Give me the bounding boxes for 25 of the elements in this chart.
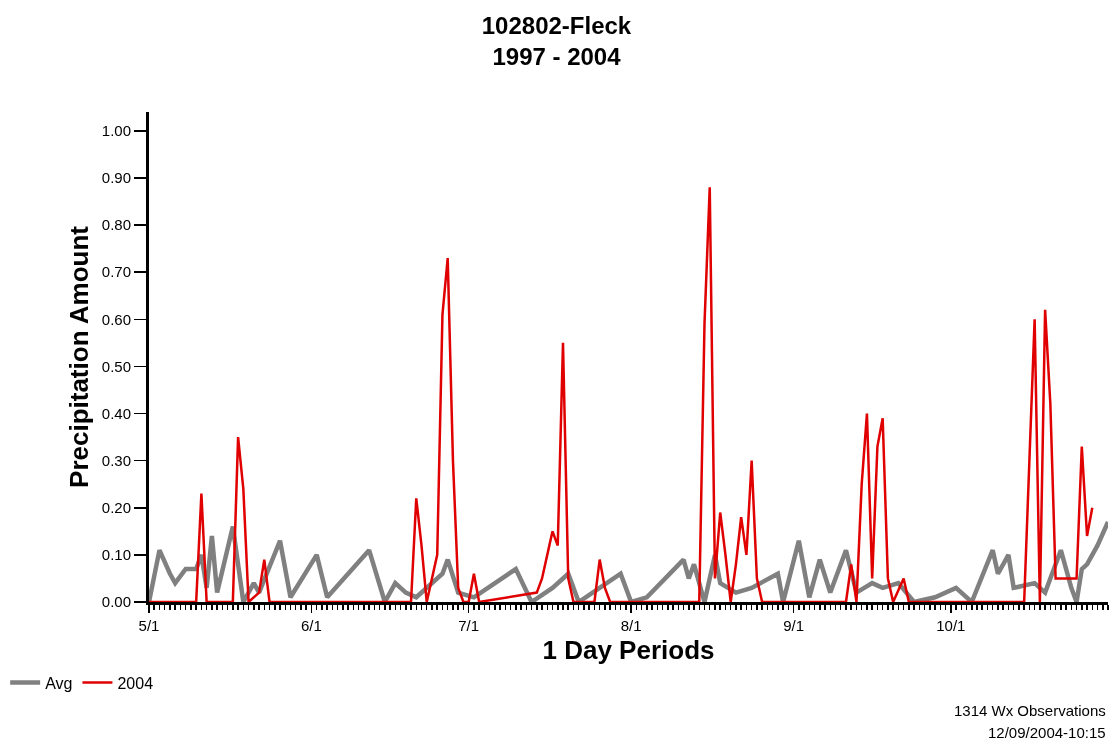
y-tick-label: 0.70 (101, 263, 131, 281)
x-tick-label: 9/1 (783, 617, 804, 634)
y-tick-label: 0.60 (101, 310, 131, 328)
x-tick-label: 8/1 (620, 617, 642, 634)
x-tick-label: 10/1 (936, 617, 966, 634)
x-tick-label: 7/1 (458, 617, 480, 634)
y-tick-label: 0.50 (101, 357, 131, 375)
y-axis-title: Precipitation Amount (64, 225, 95, 488)
y-tick-label: 0.30 (101, 451, 131, 469)
legend-label: 2004 (117, 674, 154, 692)
text: 1314 Wx Observations (954, 702, 1106, 719)
chart-title: 102802-Fleck 1997 - 2004 (481, 11, 632, 70)
x-axis-title: 1 Day Periods (542, 634, 715, 665)
y-tick-label: 0.40 (101, 404, 131, 422)
x-tick-label: 5/1 (138, 617, 160, 634)
y-tick-label: 0.00 (101, 593, 131, 611)
y-tick-label: 0.10 (101, 546, 131, 564)
y-tick-label: 1.00 (101, 122, 131, 140)
y-tick-label: 0.20 (101, 499, 131, 517)
y-tick-label: 0.90 (101, 169, 131, 187)
y-tick-label: 0.80 (101, 216, 131, 234)
line-series (149, 186, 1094, 602)
legend-label: Avg (45, 674, 73, 692)
text: 12/09/2004-10:15 (988, 724, 1106, 741)
x-tick-label: 6/1 (301, 617, 322, 634)
